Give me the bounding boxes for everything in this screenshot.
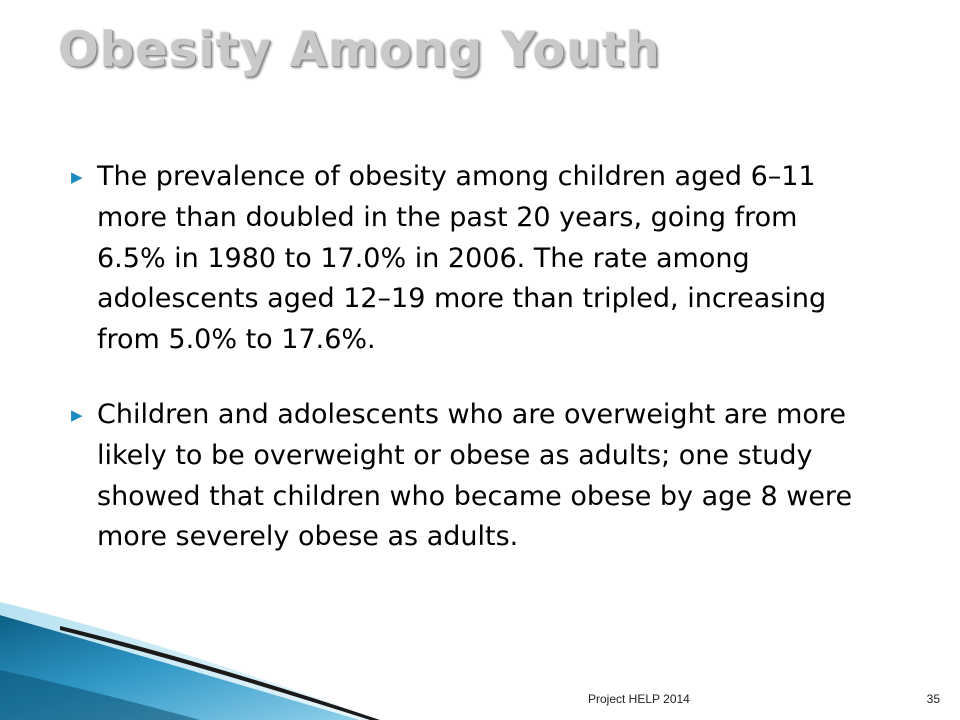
page-number: 35	[926, 692, 940, 706]
bullet-item: ▶ Children and adolescents who are overw…	[68, 395, 868, 558]
triangle-right-icon: ▶	[71, 168, 83, 186]
bullet-list: ▶ The prevalence of obesity among childr…	[68, 157, 868, 592]
footer-text: Project HELP 2014	[588, 692, 690, 706]
bullet-text: Children and adolescents who are overwei…	[97, 398, 853, 553]
triangle-right-icon: ▶	[71, 405, 83, 424]
slide-title: Obesity Among Youth	[58, 22, 661, 78]
bullet-item: ▶ The prevalence of obesity among childr…	[68, 157, 868, 361]
decorative-wave	[0, 602, 380, 720]
bullet-text: The prevalence of obesity among children…	[97, 161, 827, 356]
